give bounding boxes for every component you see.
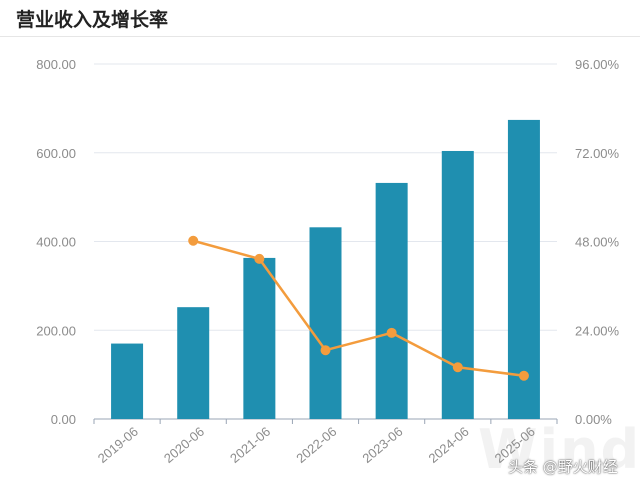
left-axis-tick-label: 200.00 xyxy=(36,323,76,338)
x-axis-tick-label: 2020-06 xyxy=(161,424,207,466)
right-axis-tick-label: 48.00% xyxy=(575,235,620,250)
right-axis-tick-label: 72.00% xyxy=(575,146,620,161)
right-axis-tick-label: 0.00% xyxy=(575,412,612,427)
bar-2019-06 xyxy=(111,343,144,419)
watermark-ghost-text: Wind xyxy=(478,418,640,481)
x-axis-tick-label: 2021-06 xyxy=(227,424,273,466)
left-axis-tick-label: 600.00 xyxy=(36,146,76,161)
chart-title: 营业收入及增长率 xyxy=(16,9,169,31)
watermark-text: 头条 @野火财经 xyxy=(508,458,618,476)
left-axis-tick-label: 0.00 xyxy=(51,412,76,427)
bar-2021-06 xyxy=(243,257,276,419)
x-axis-tick-label: 2023-06 xyxy=(359,424,405,466)
chart-header: 营业收入及增长率 xyxy=(0,0,640,37)
bar-2022-06 xyxy=(309,227,342,419)
x-axis-tick-label: 2019-06 xyxy=(95,424,141,466)
growth-rate-line xyxy=(192,239,525,377)
right-axis-tick-label: 24.00% xyxy=(575,323,620,338)
left-axis-tick-label: 800.00 xyxy=(36,57,76,72)
x-axis-tick-label: 2022-06 xyxy=(293,424,339,466)
growth-rate-point xyxy=(320,345,331,356)
growth-rate-point xyxy=(188,235,199,246)
right-axis-tick-label: 96.00% xyxy=(575,57,620,72)
growth-rate-point xyxy=(386,327,397,338)
growth-rate-point xyxy=(254,253,265,264)
bar-2024-06 xyxy=(441,150,474,419)
x-axis-tick-label: 2024-06 xyxy=(426,424,472,466)
bar-2023-06 xyxy=(375,182,408,419)
growth-rate-point xyxy=(518,370,529,381)
growth-rate-point xyxy=(452,362,463,373)
left-axis-tick-label: 400.00 xyxy=(36,235,76,250)
bar-2020-06 xyxy=(177,307,210,419)
bar-2025-06 xyxy=(507,119,540,419)
